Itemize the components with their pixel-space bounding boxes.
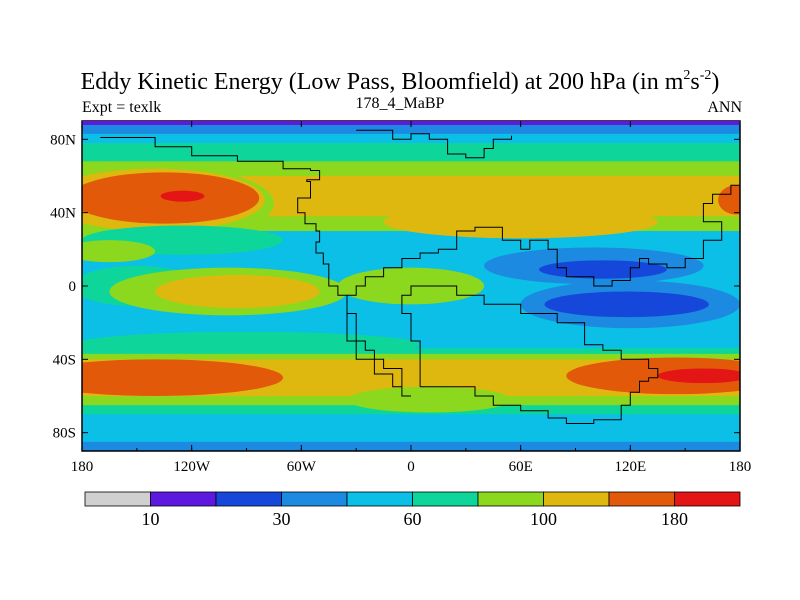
axes: 180 120W 60W 0 60E 120E 180 80N 40N 0 40S 80S xyxy=(50,121,751,475)
colorbar-label: 60 xyxy=(404,509,422,529)
field-region-9 xyxy=(292,179,512,213)
x-tick-label: 0 xyxy=(407,459,415,475)
colorbar-box-2 xyxy=(215,491,282,507)
experiment-label: Expt = texlk xyxy=(82,99,162,116)
field-region-27 xyxy=(657,368,740,384)
x-tick-label: 180 xyxy=(729,459,752,475)
colorbar-label: 10 xyxy=(142,509,160,529)
y-tick-label: 0 xyxy=(69,279,77,295)
y-tick-label: 80S xyxy=(53,426,76,442)
continent-outlines xyxy=(100,129,740,424)
field-region-7 xyxy=(160,190,205,202)
field-region-12 xyxy=(82,240,156,263)
x-tick-label: 60E xyxy=(509,459,533,475)
coastline-americas-eurasia xyxy=(100,137,740,397)
field-region-17 xyxy=(155,275,320,308)
colorbar-box-8 xyxy=(608,491,675,507)
colorbar-label: 100 xyxy=(530,509,557,529)
colorbar-label: 30 xyxy=(273,509,291,529)
colorbar-box-5 xyxy=(412,491,479,507)
colorbar-box-4 xyxy=(346,491,413,507)
field-region-14 xyxy=(538,260,667,279)
field-region-8 xyxy=(718,185,740,215)
colorbar-label: 180 xyxy=(661,509,688,529)
colorbar-box-0 xyxy=(84,491,151,507)
coastline-africa-south xyxy=(401,285,659,424)
coastline-arctic xyxy=(356,129,512,159)
field-region-11 xyxy=(383,205,658,239)
colorbar-box-3 xyxy=(281,491,348,507)
y-tick-label: 40N xyxy=(50,206,76,222)
y-tick-label: 40S xyxy=(53,352,76,368)
colorbar: 10 30 60 100 180 xyxy=(84,491,741,529)
x-tick-label: 60W xyxy=(287,459,317,475)
energy-field xyxy=(82,121,740,451)
colorbar-box-9 xyxy=(674,491,741,507)
x-tick-label: 120E xyxy=(614,459,646,475)
season-label: ANN xyxy=(707,99,742,116)
colorbar-box-7 xyxy=(543,491,610,507)
colorbar-box-1 xyxy=(150,491,217,507)
y-tick-label: 80N xyxy=(50,132,76,148)
field-region-20 xyxy=(544,291,709,318)
field-region-28 xyxy=(347,386,512,413)
chart-title: Eddy Kinetic Energy (Low Pass, Bloomfiel… xyxy=(80,68,720,95)
x-tick-label: 180 xyxy=(71,459,94,475)
x-tick-label: 120W xyxy=(173,459,211,475)
colorbar-box-6 xyxy=(477,491,544,507)
field-region-25 xyxy=(82,359,284,396)
case-label: 178_4_MaBP xyxy=(355,95,445,112)
field-region-26 xyxy=(566,357,740,395)
